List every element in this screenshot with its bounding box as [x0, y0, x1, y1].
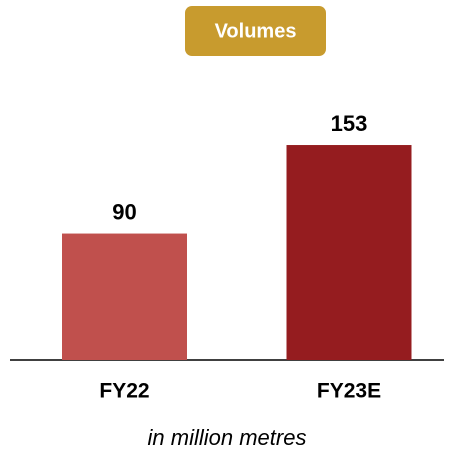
bar	[62, 233, 187, 360]
data-label: 153	[331, 111, 368, 136]
x-axis-label: in million metres	[148, 425, 307, 449]
chart-title: Volumes	[215, 20, 297, 42]
x-tick-label: FY23E	[317, 380, 381, 403]
x-tick-label: FY22	[99, 380, 149, 403]
title-box	[185, 6, 326, 56]
bar	[286, 145, 412, 360]
data-label: 90	[112, 199, 136, 224]
